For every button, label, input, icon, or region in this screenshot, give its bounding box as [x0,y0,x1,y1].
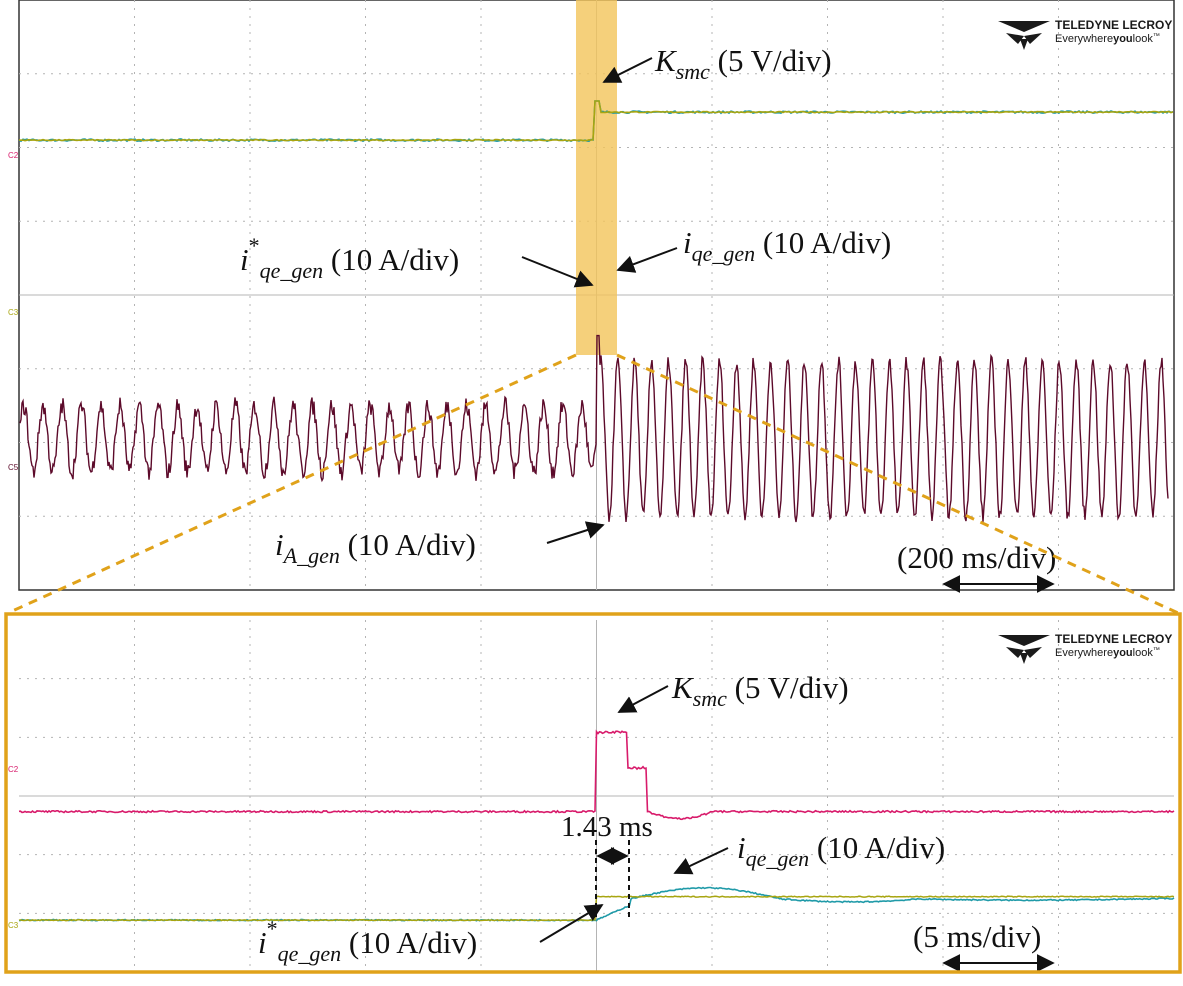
brand-name: TELEDYNE LECROY [1055,632,1172,646]
channel-tag-c5-top: C5 [8,463,19,472]
teledyne-lecroy-logo-icon [998,635,1050,664]
iqe-meas-label-top: iqe_gen (10 A/div) [683,225,891,266]
brand-tagline: Everywhereyoulook™ [1055,33,1160,45]
ksmc-label-top: Ksmc (5 V/div) [654,43,832,84]
iqe-ref-trace-top [18,100,1174,142]
ksmc-arrow-bottom [617,685,669,713]
event-highlight-band [576,0,617,355]
brand-name: TELEDYNE LECROY [1055,18,1172,32]
zoom-connector-left [7,353,577,615]
top-traces [18,100,1174,523]
channel-tag-c2-bottom: C2 [8,765,19,774]
channel-tag-c2-top: C2 [8,151,19,160]
channel-tag-c3-top: C3 [8,308,19,317]
timebase-label-bottom: (5 ms/div) [913,919,1041,954]
brand-tagline: Everywhereyoulook™ [1055,647,1160,659]
iqe-ref-label-top: i*qe_gen (10 A/div) [240,233,459,283]
iqe-meas-arrow-top [616,247,678,273]
ia-label-top: iA_gen (10 A/div) [275,527,476,568]
zoom-connectors [7,353,1179,615]
zoom-box-border [4,612,1182,974]
ia-gen-trace-top [19,334,1169,523]
iqe-ref-label-bottom: i*qe_gen (10 A/div) [258,916,477,966]
ksmc-trace-bottom [18,729,1175,821]
ksmc-arrow-top [602,57,653,83]
iqe-ref-arrow-bottom [539,904,604,943]
top-scope-panel: C2 C3 C5 TELEDYNE LECROY Everywhereyoulo… [8,0,1175,593]
brand-logo-top: TELEDYNE LECROY Everywhereyoulook™ [998,18,1172,50]
ia-arrow-top [546,521,605,544]
iqe-ref-arrow-top [521,256,594,288]
channel-tag-c3-bottom: C3 [8,921,19,930]
iqe-meas-label-bottom: iqe_gen (10 A/div) [737,830,945,871]
teledyne-lecroy-logo-icon [998,21,1050,50]
brand-logo-bottom: TELEDYNE LECROY Everywhereyoulook™ [998,632,1172,664]
delay-label: 1.43 ms [561,811,653,843]
bottom-scope-panel: C2 C3 TELEDYNE LECROY Everywhereyoulook™… [4,612,1182,974]
iqe-meas-arrow-bottom [673,847,729,875]
ksmc-label-bottom: Ksmc (5 V/div) [671,670,849,711]
zoom-connector-right [616,353,1179,615]
